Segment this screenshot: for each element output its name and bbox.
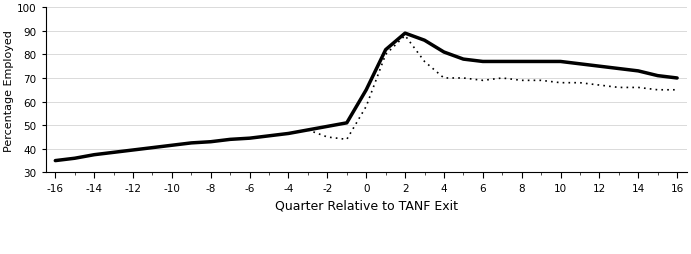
X-axis label: Quarter Relative to TANF Exit: Quarter Relative to TANF Exit <box>275 199 457 212</box>
Y-axis label: Percentage Employed: Percentage Employed <box>4 30 15 151</box>
